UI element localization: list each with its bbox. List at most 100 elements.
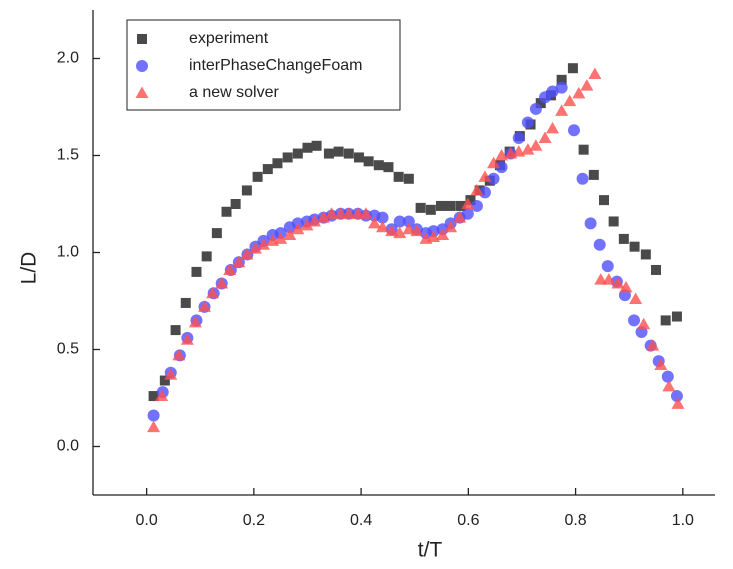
circle-marker — [393, 215, 406, 228]
triangle-marker — [461, 197, 475, 209]
square-marker — [292, 148, 303, 159]
triangle-marker — [393, 226, 407, 239]
triangle-marker — [291, 222, 305, 235]
legend-label: a new solver — [189, 84, 279, 101]
triangle-marker — [588, 67, 602, 80]
legend-box — [126, 19, 401, 111]
triangle-marker — [402, 222, 416, 235]
square-marker — [393, 171, 404, 182]
square-marker — [465, 195, 476, 206]
x-tick-label: 0.4 — [350, 512, 372, 529]
series — [147, 67, 685, 433]
square-marker — [262, 164, 273, 175]
triangle-marker — [376, 220, 390, 233]
circle-marker — [576, 172, 589, 185]
square-marker — [373, 160, 384, 171]
square-marker — [272, 158, 283, 169]
square-marker — [671, 311, 682, 322]
triangle-marker — [240, 247, 254, 260]
triangle-marker — [662, 379, 676, 392]
y-axis-label: L/D — [18, 252, 41, 285]
triangle-marker — [307, 214, 321, 227]
square-marker — [567, 63, 578, 74]
triangle-marker — [317, 211, 331, 223]
x-tick-label: 1.0 — [672, 512, 694, 529]
circle-marker — [661, 370, 674, 383]
triangle-marker — [602, 273, 616, 285]
triangle-marker — [580, 79, 594, 91]
square-marker — [455, 200, 466, 211]
circle-marker — [593, 238, 606, 251]
square-marker — [180, 297, 191, 308]
square-marker — [353, 152, 364, 163]
triangle-marker — [646, 339, 660, 351]
y-tick-label: 2.0 — [57, 50, 79, 67]
triangle-marker — [611, 277, 625, 289]
square-marker — [191, 266, 202, 277]
triangle-marker — [223, 263, 237, 275]
triangle-marker — [410, 224, 424, 237]
series — [147, 81, 683, 422]
triangle-marker — [359, 207, 373, 219]
triangle-marker — [521, 143, 535, 155]
triangle-marker — [444, 220, 458, 233]
x-tick-label: 0.6 — [457, 512, 479, 529]
circle-marker — [461, 207, 474, 220]
x-tick-label: 0.8 — [564, 512, 586, 529]
legend-label: experiment — [189, 30, 269, 47]
x-axis-label: t/T — [418, 539, 443, 562]
circle-marker — [670, 390, 683, 403]
circle-marker — [529, 102, 542, 115]
triangle-marker — [155, 389, 169, 402]
circle-marker — [546, 85, 559, 98]
triangle-marker — [257, 238, 271, 250]
square-marker — [343, 148, 354, 159]
square-marker — [618, 233, 629, 244]
triangle-marker — [385, 224, 399, 237]
square-marker — [445, 200, 456, 211]
circle-marker — [402, 215, 415, 228]
square-marker — [556, 74, 567, 85]
circle-marker — [376, 211, 389, 224]
square-marker — [311, 140, 322, 151]
triangle-marker — [248, 242, 262, 254]
legend-label: interPhaseChangeFoam — [189, 57, 362, 74]
circle-marker — [470, 199, 483, 212]
triangle-marker — [215, 277, 229, 289]
triangle-marker — [206, 286, 220, 299]
square-marker — [159, 375, 170, 386]
square-marker — [425, 204, 436, 215]
triangle-marker — [172, 348, 186, 361]
triangle-marker — [529, 139, 543, 151]
square-marker — [599, 195, 610, 206]
square-marker — [170, 325, 181, 336]
triangle-marker — [487, 156, 501, 169]
square-marker — [403, 173, 414, 184]
square-marker — [578, 144, 589, 155]
triangle-marker — [538, 131, 552, 144]
circle-marker — [567, 124, 580, 137]
circle-marker — [495, 161, 508, 174]
triangle-marker — [478, 170, 492, 182]
y-tick-label: 1.5 — [57, 147, 79, 164]
square-marker — [201, 251, 212, 262]
triangle-marker — [232, 255, 246, 268]
square-marker — [302, 142, 313, 153]
triangle-marker — [147, 420, 161, 433]
triangle-marker — [619, 280, 633, 293]
circle-marker — [584, 217, 597, 230]
square-marker — [535, 98, 546, 109]
square-marker — [383, 162, 394, 173]
circle-marker — [628, 314, 641, 327]
triangle-marker — [453, 211, 467, 223]
circle-marker — [555, 81, 568, 94]
triangle-marker — [436, 228, 450, 241]
triangle-marker — [637, 317, 651, 330]
square-marker — [148, 391, 159, 402]
triangle-marker — [546, 121, 560, 134]
square-marker — [333, 146, 344, 157]
circle-marker — [512, 132, 525, 145]
triangle-marker — [572, 86, 586, 99]
